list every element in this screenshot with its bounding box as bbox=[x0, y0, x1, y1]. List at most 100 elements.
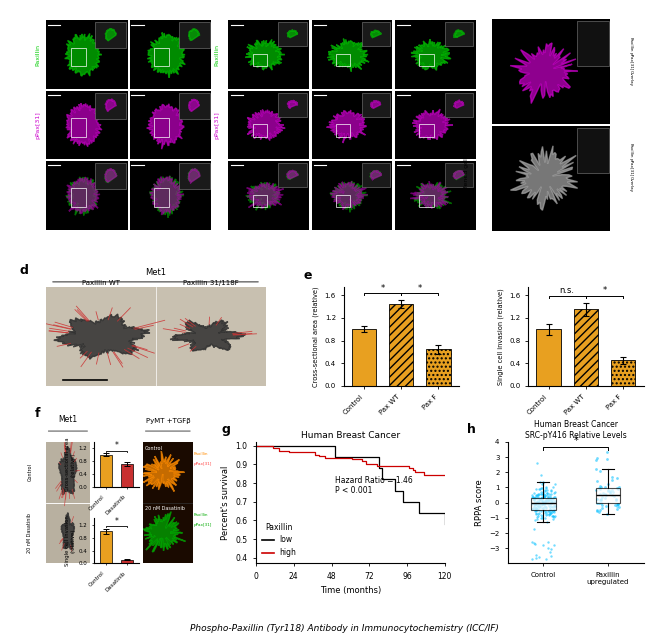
Point bbox=[540, 505, 550, 515]
Point bbox=[540, 502, 551, 513]
Point bbox=[542, 490, 552, 500]
Point bbox=[546, 489, 556, 499]
Polygon shape bbox=[105, 99, 116, 111]
Point bbox=[528, 504, 539, 515]
Point bbox=[544, 500, 554, 511]
Y-axis label: Cross-sectional area (relative): Cross-sectional area (relative) bbox=[313, 286, 319, 386]
Point bbox=[539, 491, 549, 502]
Point bbox=[543, 495, 554, 505]
Point bbox=[537, 499, 547, 509]
Polygon shape bbox=[54, 314, 150, 359]
Point bbox=[531, 503, 541, 513]
Text: Met1: Met1 bbox=[58, 415, 77, 424]
Point bbox=[592, 506, 602, 516]
Text: Control: Control bbox=[145, 446, 163, 451]
Point bbox=[530, 493, 541, 504]
Polygon shape bbox=[188, 169, 200, 182]
Point bbox=[528, 524, 539, 534]
Text: Paxillin: Paxillin bbox=[214, 44, 220, 66]
Text: pPax[31]: pPax[31] bbox=[214, 111, 220, 139]
Point bbox=[549, 500, 560, 511]
Point bbox=[531, 507, 541, 518]
Point bbox=[547, 507, 557, 518]
Point bbox=[539, 499, 549, 509]
Legend: low, high: low, high bbox=[260, 520, 299, 560]
Point bbox=[546, 496, 556, 506]
Point bbox=[612, 504, 623, 515]
Point bbox=[547, 511, 558, 521]
Polygon shape bbox=[287, 170, 298, 179]
Polygon shape bbox=[453, 171, 465, 179]
Point bbox=[538, 540, 548, 550]
Polygon shape bbox=[143, 451, 185, 491]
Point bbox=[528, 503, 538, 513]
Point bbox=[545, 507, 556, 518]
Point bbox=[530, 515, 540, 525]
Point bbox=[546, 494, 556, 504]
Polygon shape bbox=[188, 29, 200, 41]
Point bbox=[537, 478, 547, 489]
Point bbox=[595, 480, 605, 491]
Point bbox=[595, 488, 605, 498]
Bar bbox=[253, 54, 267, 66]
Point bbox=[592, 475, 603, 486]
Point bbox=[601, 490, 612, 500]
Text: d: d bbox=[19, 264, 28, 277]
Point bbox=[542, 495, 552, 506]
Point bbox=[611, 495, 621, 505]
Polygon shape bbox=[414, 182, 452, 209]
Point bbox=[592, 494, 603, 504]
Point bbox=[533, 503, 543, 513]
Point bbox=[538, 497, 549, 507]
Polygon shape bbox=[510, 43, 578, 104]
Point bbox=[528, 492, 538, 502]
Bar bbox=[129, 91, 211, 159]
Y-axis label: Single cell invasion (relative): Single cell invasion (relative) bbox=[497, 288, 504, 384]
Point bbox=[602, 509, 612, 520]
Point bbox=[540, 554, 551, 564]
Point bbox=[537, 499, 547, 509]
Point bbox=[538, 477, 549, 488]
Point bbox=[539, 502, 549, 512]
Point bbox=[531, 490, 541, 500]
Bar bbox=[71, 189, 86, 207]
Polygon shape bbox=[105, 169, 117, 183]
Bar bbox=[122, 464, 133, 487]
Bar bbox=[336, 194, 350, 207]
Point bbox=[549, 496, 559, 506]
Point bbox=[549, 511, 560, 521]
Point bbox=[549, 501, 560, 511]
Point bbox=[537, 493, 547, 504]
Point bbox=[549, 501, 559, 511]
Bar bbox=[46, 21, 128, 89]
Point bbox=[602, 446, 612, 457]
Point bbox=[543, 491, 553, 502]
Point bbox=[534, 494, 544, 504]
Bar bbox=[142, 503, 193, 564]
Text: f: f bbox=[34, 407, 40, 420]
Text: Paxillin: Paxillin bbox=[629, 143, 632, 158]
Point bbox=[532, 504, 542, 515]
Point bbox=[529, 495, 539, 506]
Point bbox=[543, 544, 553, 554]
Polygon shape bbox=[453, 171, 465, 180]
Bar bbox=[577, 21, 608, 66]
Point bbox=[547, 498, 558, 508]
Point bbox=[607, 485, 618, 495]
Text: pPax[31]: pPax[31] bbox=[36, 111, 40, 139]
Point bbox=[528, 494, 538, 504]
Point bbox=[532, 511, 543, 521]
Point bbox=[543, 509, 554, 519]
Point bbox=[605, 488, 616, 498]
Point bbox=[541, 510, 551, 520]
Point bbox=[547, 511, 557, 522]
Point bbox=[549, 481, 559, 491]
Polygon shape bbox=[510, 146, 578, 210]
Point bbox=[531, 498, 541, 509]
Point bbox=[529, 488, 539, 498]
Text: Overlay: Overlay bbox=[214, 183, 220, 208]
Text: 20 nM Dasatinib: 20 nM Dasatinib bbox=[145, 506, 185, 511]
Point bbox=[549, 507, 559, 517]
Point bbox=[601, 453, 612, 464]
Point bbox=[528, 495, 539, 506]
